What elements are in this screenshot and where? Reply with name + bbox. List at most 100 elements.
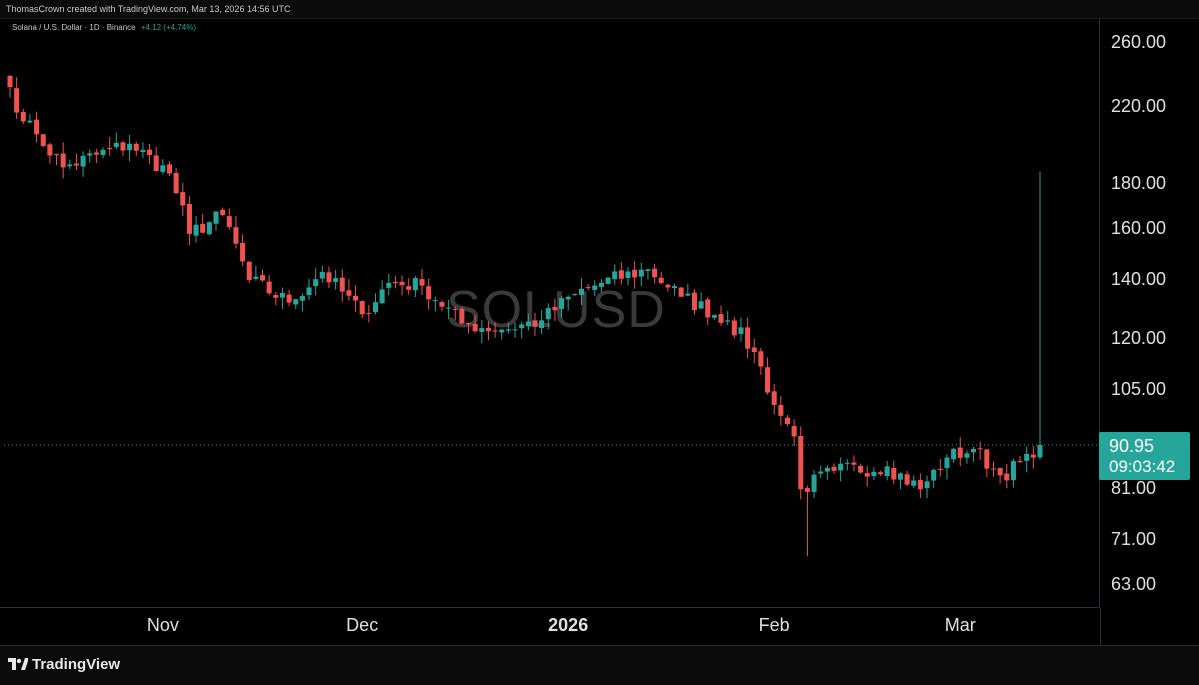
candle	[791, 419, 797, 446]
tradingview-brand[interactable]: TradingView	[32, 656, 121, 673]
candle	[166, 161, 173, 177]
candle-body	[685, 293, 691, 296]
candle-body	[153, 155, 159, 172]
candle	[997, 467, 1003, 484]
candle	[80, 151, 86, 177]
candle-body	[412, 278, 418, 291]
candle	[279, 287, 285, 310]
candle	[107, 136, 113, 156]
candle-body	[147, 149, 153, 155]
candle	[432, 296, 438, 312]
price-tick-label: 63.00	[1111, 574, 1157, 595]
candle-body	[47, 144, 53, 156]
candle-body	[286, 294, 292, 303]
candle-body	[552, 306, 558, 311]
candle-body	[505, 329, 511, 331]
candle-body	[266, 281, 272, 294]
candle-body	[745, 327, 751, 349]
candle-body	[60, 153, 66, 168]
candle	[333, 269, 339, 290]
price-tick-label: 120.00	[1111, 328, 1167, 349]
candle	[705, 297, 711, 325]
price-tick-label: 81.00	[1111, 478, 1157, 499]
candle-body	[406, 286, 412, 290]
candle-body	[705, 299, 711, 318]
candle	[1024, 446, 1030, 473]
candle	[406, 278, 412, 295]
candle	[40, 133, 46, 148]
candle-body	[818, 471, 824, 474]
candle	[751, 338, 757, 364]
candle-body	[479, 328, 485, 332]
candle	[100, 147, 106, 159]
candle-body	[725, 320, 731, 322]
tradingview-logo-icon[interactable]	[8, 658, 28, 672]
candle-body	[273, 294, 279, 298]
candle	[319, 265, 325, 283]
candle	[200, 213, 206, 234]
candle	[539, 309, 545, 334]
candle	[838, 457, 844, 482]
candle	[246, 261, 252, 283]
candle-body	[931, 469, 937, 481]
candle	[778, 396, 784, 426]
candle-body	[990, 468, 997, 470]
candle-body	[499, 329, 505, 333]
candle-body	[778, 405, 784, 416]
candle	[824, 465, 830, 480]
candle	[844, 459, 850, 471]
candle	[27, 114, 33, 124]
candle	[512, 322, 518, 338]
candle	[366, 304, 372, 323]
candle	[485, 321, 491, 341]
candle	[964, 450, 970, 464]
candle	[193, 216, 199, 243]
candle-body	[578, 288, 585, 295]
candle	[465, 322, 472, 334]
candle-body	[804, 488, 810, 492]
candle-body	[738, 327, 744, 334]
candle	[891, 460, 897, 485]
candle-body	[485, 327, 491, 332]
candle-body	[293, 299, 299, 305]
candle-body	[1010, 461, 1016, 481]
candle-body	[166, 164, 173, 174]
candle	[399, 275, 405, 296]
candle-body	[107, 148, 113, 150]
candle	[379, 280, 385, 305]
candle	[897, 472, 903, 490]
candle-body	[977, 448, 983, 450]
candle-body	[519, 324, 525, 329]
candle-body	[392, 282, 398, 284]
candle	[7, 75, 13, 98]
candle	[492, 322, 498, 338]
candle	[60, 142, 66, 179]
candle	[671, 283, 678, 296]
candle	[984, 449, 990, 478]
candle	[472, 315, 478, 333]
candle	[811, 470, 817, 499]
symbol-legend: Solana / U.S. Dollar · 1D · Binance +4.1…	[12, 23, 196, 32]
time-tick-label: Dec	[346, 615, 379, 635]
candle	[525, 313, 531, 331]
candle-body	[678, 287, 684, 297]
candle	[505, 322, 511, 334]
candle	[120, 140, 126, 157]
candle	[545, 303, 551, 330]
candle-body	[937, 468, 943, 470]
candle-body	[512, 329, 518, 331]
candle-body	[539, 320, 545, 329]
candle-body	[333, 278, 339, 283]
candle	[957, 437, 963, 467]
candle	[47, 142, 53, 164]
candle-body	[180, 192, 186, 206]
candle	[439, 300, 445, 312]
candle	[326, 266, 332, 288]
candle	[499, 329, 505, 340]
candle	[552, 298, 558, 321]
price-tick-label: 105.00	[1111, 379, 1167, 400]
candle-body	[220, 209, 226, 215]
candle	[605, 277, 611, 285]
candle-body	[1017, 460, 1023, 463]
